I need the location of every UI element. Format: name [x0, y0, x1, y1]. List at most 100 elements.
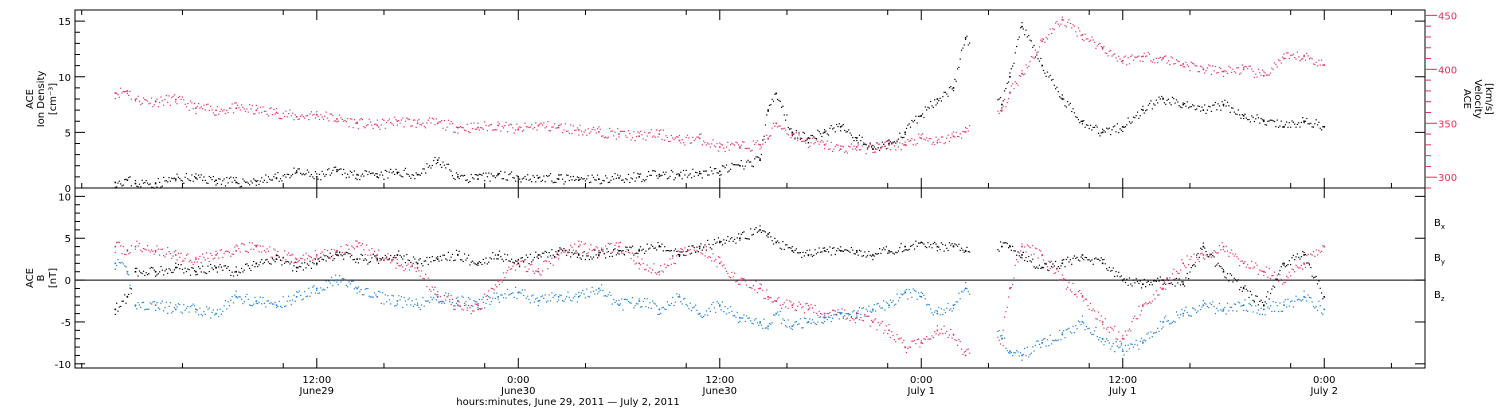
- density-point: [510, 171, 513, 173]
- density-point: [1183, 103, 1186, 105]
- bz-point: [502, 272, 505, 274]
- bz-point: [1096, 318, 1098, 320]
- bz-point: [179, 256, 181, 258]
- bx-point: [1072, 257, 1074, 259]
- density-point: [451, 175, 454, 177]
- bx-point: [485, 257, 487, 259]
- density-point: [1178, 105, 1180, 107]
- by-point: [281, 306, 283, 308]
- density-point: [946, 93, 948, 95]
- bx-point: [396, 254, 398, 256]
- by-point: [394, 305, 396, 307]
- bx-point: [752, 233, 754, 235]
- bx-point: [611, 255, 613, 258]
- bx-point: [571, 252, 573, 254]
- velocity-point: [1249, 65, 1251, 67]
- density-point: [810, 134, 812, 137]
- legend-bx: Bx: [1434, 218, 1445, 231]
- density-point: [584, 180, 587, 182]
- density-point: [298, 168, 300, 170]
- bz-point: [1292, 269, 1294, 271]
- bx-point: [967, 250, 969, 253]
- density-point: [1077, 118, 1080, 121]
- bx-point: [129, 287, 131, 289]
- velocity-point: [398, 120, 400, 122]
- bz-point: [701, 253, 703, 255]
- density-point: [790, 128, 792, 130]
- bz-point: [396, 258, 398, 261]
- by-point: [273, 303, 275, 305]
- velocity-point: [1222, 70, 1225, 73]
- density-point: [529, 178, 531, 180]
- density-point: [360, 175, 362, 177]
- by-point: [481, 298, 483, 301]
- bx-point: [818, 247, 820, 249]
- bz-point: [842, 317, 844, 319]
- velocity-point: [1185, 61, 1187, 63]
- velocity-point: [1020, 75, 1022, 77]
- by-point: [1194, 309, 1196, 311]
- bx-point: [1201, 248, 1203, 250]
- by-point: [737, 321, 740, 324]
- by-point: [172, 310, 174, 312]
- density-point: [1135, 114, 1137, 117]
- bx-point: [560, 248, 562, 250]
- by-point: [555, 293, 557, 296]
- velocity-point: [541, 124, 544, 126]
- bx-point: [1260, 299, 1262, 301]
- density-point: [594, 179, 596, 181]
- bx-point: [548, 252, 550, 254]
- by-point: [157, 307, 159, 309]
- by-point: [137, 302, 139, 304]
- by-point: [962, 291, 964, 293]
- by-point: [388, 299, 390, 301]
- by-point: [750, 320, 752, 322]
- by-point: [834, 313, 836, 315]
- velocity-point: [551, 126, 553, 128]
- bz-point: [571, 246, 573, 248]
- bx-point: [1135, 278, 1137, 280]
- bz-point: [313, 257, 315, 260]
- density-point: [120, 183, 122, 185]
- bz-point: [833, 309, 835, 312]
- density-point: [1006, 82, 1008, 84]
- by-point: [1022, 353, 1024, 356]
- bz-point: [395, 267, 397, 269]
- velocity-point: [356, 121, 358, 123]
- by-point: [900, 293, 902, 295]
- bz-point: [375, 257, 377, 259]
- density-point: [169, 180, 171, 182]
- by-point: [1100, 341, 1102, 343]
- bz-point: [631, 252, 634, 254]
- bz-point: [274, 249, 276, 251]
- density-point: [555, 181, 557, 184]
- velocity-point: [195, 107, 197, 109]
- bz-point: [1085, 298, 1088, 300]
- velocity-point: [1187, 65, 1190, 67]
- bx-point: [998, 250, 1000, 252]
- bz-point: [916, 338, 918, 341]
- velocity-point: [1033, 57, 1035, 60]
- density-point: [844, 129, 846, 132]
- by-point: [674, 301, 677, 303]
- density-point: [1045, 75, 1047, 77]
- by-point: [1073, 331, 1076, 334]
- bx-point: [704, 244, 706, 246]
- bx-point: [399, 254, 401, 257]
- velocity-point: [1028, 65, 1030, 67]
- velocity-point: [513, 132, 515, 134]
- by-point: [1079, 321, 1081, 323]
- density-point: [152, 186, 154, 189]
- density-point: [699, 170, 701, 173]
- bx-point: [116, 302, 118, 304]
- by-point: [861, 307, 863, 309]
- density-point: [537, 177, 540, 179]
- x-tick-day-label: June30: [702, 386, 738, 397]
- velocity-point: [195, 112, 197, 115]
- bz-point: [545, 260, 548, 262]
- bx-point: [723, 239, 725, 241]
- velocity-point: [618, 133, 620, 135]
- velocity-point: [681, 139, 683, 141]
- bz-point: [1029, 246, 1031, 249]
- bx-point: [729, 238, 732, 240]
